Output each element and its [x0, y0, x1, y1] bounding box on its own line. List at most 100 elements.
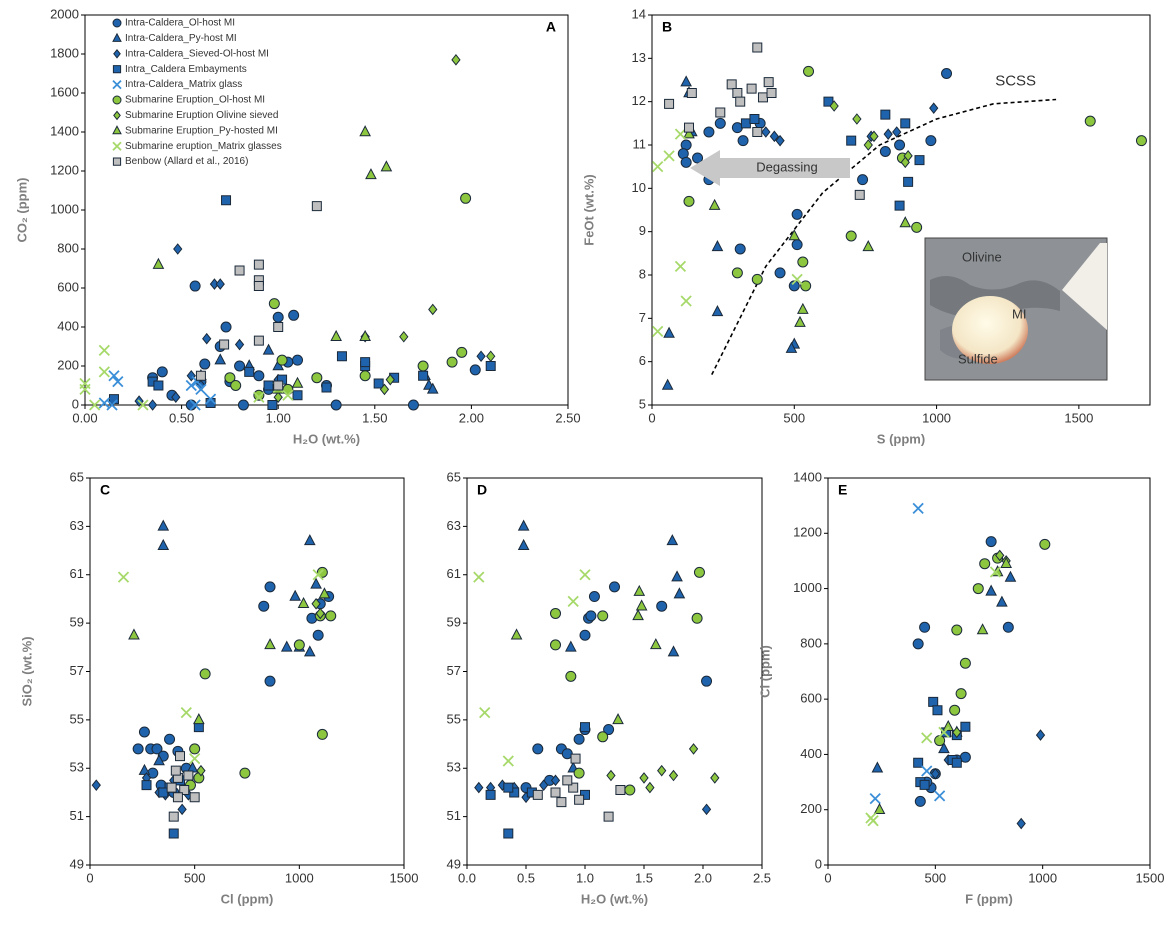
inset-label: Olivine — [962, 249, 1002, 264]
marker — [657, 764, 667, 777]
legend-label: Submarine Eruption Olivine sieved — [125, 110, 278, 121]
marker — [666, 534, 679, 546]
marker — [873, 802, 886, 814]
y-tick-label: 0 — [72, 396, 79, 411]
marker — [473, 571, 485, 583]
legend-marker — [112, 95, 122, 105]
y-tick-label: 53 — [70, 760, 84, 775]
marker — [195, 383, 207, 396]
x-tick-label: 1000 — [922, 410, 951, 425]
marker — [91, 779, 101, 791]
legend-marker — [113, 110, 121, 121]
marker — [952, 726, 962, 739]
marker — [757, 92, 768, 103]
marker — [568, 782, 579, 793]
marker — [921, 765, 933, 777]
marker — [867, 815, 879, 827]
marker — [273, 380, 284, 391]
marker — [272, 311, 284, 323]
marker — [310, 577, 322, 589]
marker — [311, 201, 322, 212]
marker — [574, 794, 585, 805]
y-tick-label: 57 — [70, 663, 84, 678]
marker — [668, 769, 679, 782]
marker — [894, 139, 906, 151]
marker — [510, 628, 523, 640]
marker — [869, 793, 881, 805]
marker — [632, 609, 644, 621]
y-tick-label: 1000 — [50, 201, 79, 216]
marker — [911, 221, 923, 233]
y-tick-label: 800 — [800, 635, 822, 650]
marker — [517, 538, 530, 550]
marker — [989, 566, 1002, 578]
plot-frame — [651, 14, 1151, 406]
x-tick-label: 2.0 — [694, 870, 712, 885]
x-tick-label: 500 — [184, 870, 206, 885]
marker — [766, 88, 777, 98]
x-tick-label: 1500 — [1064, 410, 1093, 425]
marker — [775, 134, 785, 147]
y-tick-label: 1200 — [50, 162, 79, 177]
marker — [264, 581, 276, 593]
marker — [934, 735, 946, 747]
marker — [746, 83, 757, 94]
marker — [683, 127, 695, 139]
y-tick-label: 51 — [70, 808, 84, 823]
marker — [879, 146, 891, 157]
marker — [857, 174, 869, 186]
panel-label: C — [100, 482, 110, 498]
y-tick-label: 59 — [70, 615, 84, 630]
marker — [156, 366, 168, 378]
marker — [258, 600, 270, 612]
marker — [189, 399, 201, 411]
marker — [959, 751, 971, 763]
marker — [292, 390, 303, 401]
marker — [862, 240, 875, 252]
marker — [573, 733, 585, 745]
marker — [117, 571, 130, 583]
marker — [502, 755, 514, 767]
legend-label: Submarine eruption_Matrix glasses — [125, 141, 282, 152]
marker — [683, 122, 694, 133]
marker — [132, 743, 144, 755]
marker — [426, 382, 439, 394]
marker — [749, 114, 760, 124]
x-tick-label: 0.00 — [72, 410, 97, 425]
marker — [932, 705, 943, 716]
x-tick-label: 1500 — [1136, 870, 1165, 885]
marker — [244, 366, 255, 377]
y-tick-label: 400 — [800, 746, 822, 761]
marker — [919, 621, 931, 633]
marker — [680, 156, 692, 168]
marker — [264, 638, 276, 650]
marker — [711, 305, 724, 317]
x-tick-label: 500 — [924, 870, 946, 885]
marker — [752, 42, 763, 53]
marker — [914, 155, 925, 166]
marker — [365, 168, 377, 180]
marker — [263, 380, 274, 391]
marker — [215, 278, 225, 290]
marker — [549, 608, 562, 619]
y-tick-label: 65 — [70, 469, 84, 484]
marker — [763, 77, 774, 88]
marker — [106, 399, 118, 411]
x-tick-label: 1000 — [1028, 870, 1057, 885]
y-tick-label: 600 — [57, 279, 79, 294]
y-tick-label: 13 — [632, 50, 646, 65]
marker — [570, 753, 581, 764]
marker — [311, 597, 321, 610]
marker — [664, 98, 675, 109]
x-tick-label: 0 — [824, 870, 831, 885]
y-tick-label: 5 — [639, 396, 646, 411]
panel: 0 500 1000 1500 5 6 7 8 9 10 11 12 13 14 S (ppm) FeOt (… — [581, 6, 1151, 446]
marker — [189, 792, 200, 803]
marker — [193, 713, 205, 725]
marker — [852, 113, 862, 125]
marker — [549, 639, 562, 651]
marker — [880, 109, 891, 120]
marker — [711, 240, 724, 252]
y-tick-label: 49 — [447, 856, 461, 871]
marker — [180, 706, 192, 719]
